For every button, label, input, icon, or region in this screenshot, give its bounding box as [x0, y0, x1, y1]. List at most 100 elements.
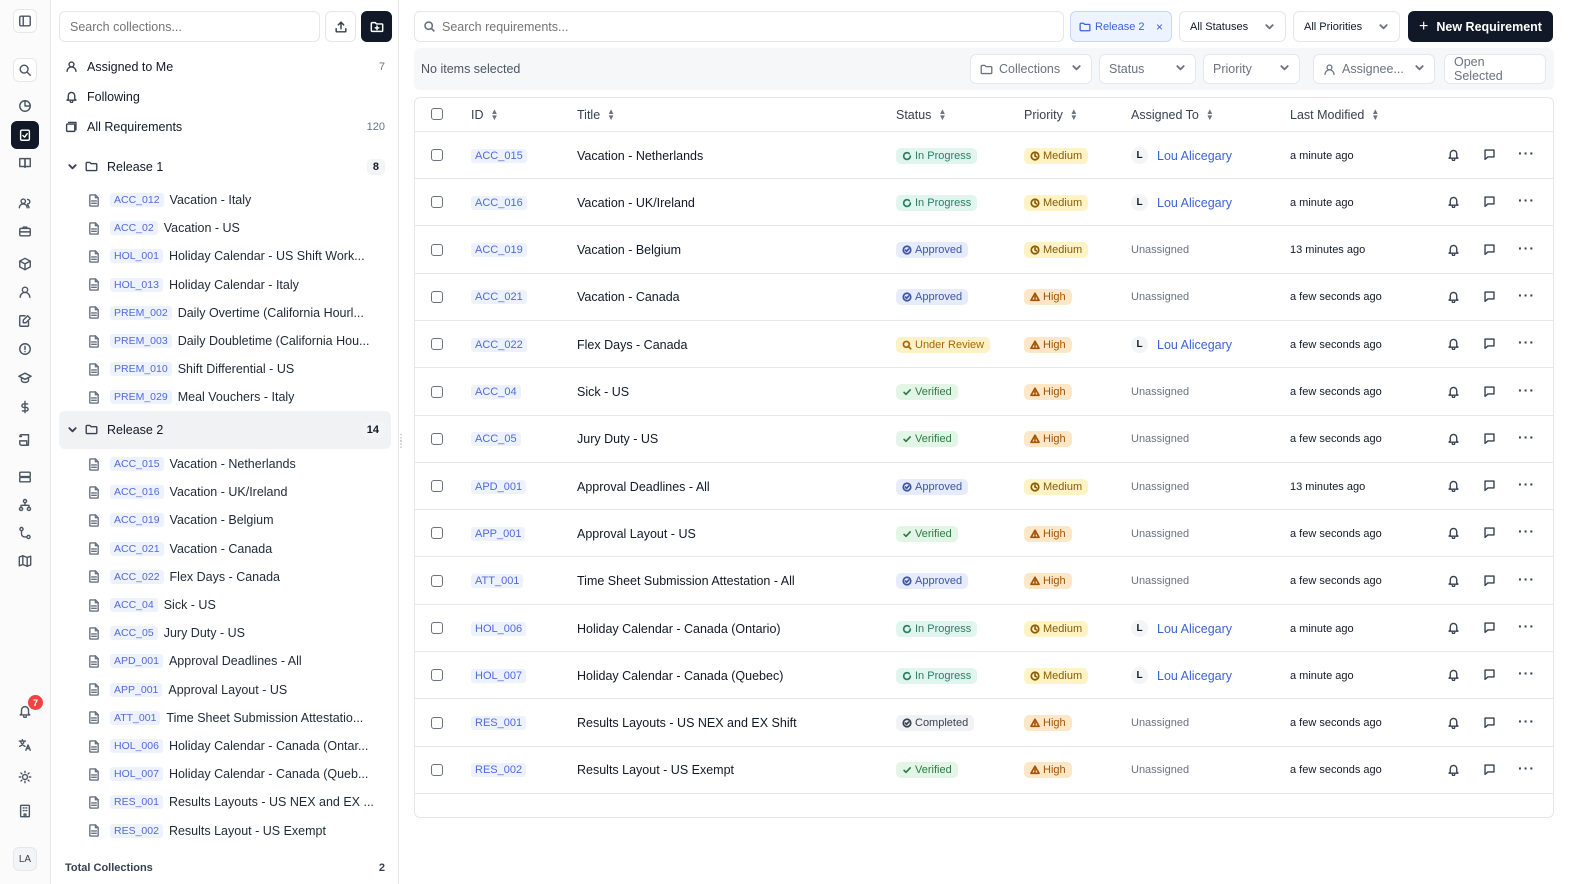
follow-bell-icon[interactable]	[1447, 195, 1461, 209]
comment-icon[interactable]	[1483, 479, 1497, 493]
assignee[interactable]: L Lou Alicegary	[1131, 194, 1232, 212]
sidebar-requirement-item[interactable]: PREM_003 Daily Doubletime (California Hou…	[88, 329, 369, 353]
row-checkbox[interactable]	[431, 432, 443, 445]
requirement-title[interactable]: Approval Deadlines - All	[577, 479, 710, 494]
comment-icon[interactable]	[1483, 621, 1497, 635]
status-badge[interactable]: In Progress	[896, 620, 978, 637]
row-checkbox[interactable]	[431, 574, 443, 587]
sidebar-requirement-item[interactable]: PREM_029 Meal Vouchers - Italy	[88, 385, 294, 409]
status-badge[interactable]: Verified	[896, 431, 958, 448]
status-badge[interactable]: Verified	[896, 762, 958, 779]
status-badge[interactable]: Verified	[896, 525, 958, 542]
requirement-title[interactable]: Jury Duty - US	[577, 432, 659, 447]
comment-icon[interactable]	[1483, 290, 1497, 304]
more-options-icon[interactable]: ···	[1518, 286, 1535, 303]
follow-bell-icon[interactable]	[1447, 432, 1461, 446]
requirement-title[interactable]: Flex Days - Canada	[577, 337, 688, 352]
scroll-icon[interactable]	[13, 428, 37, 452]
requirement-id-link[interactable]: ACC_015	[471, 148, 527, 163]
follow-bell-icon[interactable]	[1447, 385, 1461, 399]
column-priority[interactable]: Priority ▲ ▼	[1024, 108, 1078, 123]
table-row[interactable]: APP_001 Approval Layout - US Verified High U…	[415, 510, 1553, 558]
column-status[interactable]: Status ▲ ▼	[896, 108, 946, 123]
comment-icon[interactable]	[1483, 337, 1497, 351]
status-badge[interactable]: In Progress	[896, 667, 978, 684]
table-row[interactable]: APD_001 Approval Deadlines - All Approved M…	[415, 463, 1553, 511]
requirement-id-link[interactable]: HOL_006	[471, 621, 527, 636]
requirement-title[interactable]: Vacation - Netherlands	[577, 148, 704, 163]
table-row[interactable]: ACC_016 Vacation - UK/Ireland In Progress M…	[415, 179, 1553, 227]
book-icon[interactable]	[13, 151, 37, 175]
priority-badge[interactable]: High	[1024, 573, 1072, 590]
sidebar-requirement-item[interactable]: PREM_010 Shift Differential - US	[88, 357, 294, 381]
nav-following[interactable]: Following	[59, 83, 391, 111]
hierarchy-icon[interactable]	[13, 493, 37, 517]
requirement-title[interactable]: Sick - US	[577, 385, 630, 399]
more-options-icon[interactable]: ···	[1518, 570, 1535, 587]
more-options-icon[interactable]: ···	[1518, 476, 1535, 493]
requirement-id-link[interactable]: ACC_021	[471, 290, 527, 305]
collection-release-1[interactable]: Release 1 8	[59, 153, 391, 181]
row-checkbox[interactable]	[431, 763, 443, 776]
more-options-icon[interactable]: ···	[1518, 523, 1535, 540]
notifications-icon[interactable]: 7	[13, 695, 43, 723]
table-row[interactable]: ACC_05 Jury Duty - US Verified High Unassign…	[415, 416, 1553, 463]
sidebar-requirement-item[interactable]: ATT_001 Time Sheet Submission Attestatio.…	[88, 706, 363, 730]
assignee[interactable]: L Lou Alicegary	[1131, 147, 1232, 164]
table-row[interactable]: HOL_007 Holiday Calendar - Canada (Quebec…	[415, 652, 1553, 700]
sidebar-requirement-item[interactable]: ACC_016 Vacation - UK/Ireland	[88, 480, 287, 504]
priority-badge[interactable]: High	[1024, 431, 1072, 448]
sun-icon[interactable]	[13, 765, 37, 789]
open-selected-button[interactable]: Open Selected	[1444, 54, 1546, 84]
more-options-icon[interactable]: ···	[1518, 334, 1535, 351]
follow-bell-icon[interactable]	[1447, 574, 1461, 588]
upload-button[interactable]	[325, 11, 356, 42]
new-collection-button[interactable]	[361, 11, 392, 42]
column-title[interactable]: Title ▲ ▼	[577, 108, 615, 123]
priority-badge[interactable]: Medium	[1024, 147, 1089, 164]
status-badge[interactable]: Approved	[896, 478, 969, 495]
row-checkbox[interactable]	[431, 480, 443, 493]
more-options-icon[interactable]: ···	[1518, 381, 1535, 398]
sidebar-requirement-item[interactable]: ACC_04 Sick - US	[88, 593, 216, 617]
requirement-id-link[interactable]: APD_001	[471, 479, 527, 494]
priority-badge[interactable]: High	[1024, 336, 1072, 353]
follow-bell-icon[interactable]	[1447, 148, 1461, 162]
requirements-search[interactable]	[414, 11, 1064, 42]
cube-icon[interactable]	[13, 252, 37, 276]
map-icon[interactable]	[13, 549, 37, 573]
priority-badge[interactable]: Medium	[1024, 478, 1089, 495]
row-checkbox[interactable]	[431, 716, 443, 729]
row-checkbox[interactable]	[431, 149, 443, 161]
follow-bell-icon[interactable]	[1447, 526, 1461, 540]
collections-search-input[interactable]	[59, 11, 320, 42]
close-icon[interactable]: ×	[1155, 19, 1163, 34]
table-row[interactable]: ACC_04 Sick - US Verified High Unassigned a f…	[415, 369, 1553, 416]
follow-bell-icon[interactable]	[1447, 716, 1461, 730]
row-checkbox[interactable]	[431, 385, 443, 398]
comment-icon[interactable]	[1483, 716, 1497, 730]
select-all-checkbox[interactable]	[431, 108, 443, 120]
sidebar-requirement-item[interactable]: ACC_022 Flex Days - Canada	[88, 565, 280, 589]
column-last-modified[interactable]: Last Modified ▲ ▼	[1290, 108, 1379, 123]
sidebar-requirement-item[interactable]: ACC_019 Vacation - Belgium	[88, 508, 274, 532]
comment-icon[interactable]	[1483, 243, 1497, 257]
bulk-collections-select[interactable]: Collections	[970, 54, 1092, 84]
more-options-icon[interactable]: ···	[1518, 665, 1535, 682]
sidebar-requirement-item[interactable]: HOL_013 Holiday Calendar - Italy	[88, 273, 299, 297]
user-avatar[interactable]: LA	[13, 847, 37, 871]
follow-bell-icon[interactable]	[1447, 337, 1461, 351]
more-options-icon[interactable]: ···	[1518, 759, 1535, 776]
sidebar-requirement-item[interactable]: ACC_015 Vacation - Netherlands	[88, 452, 296, 476]
more-options-icon[interactable]: ···	[1518, 239, 1535, 256]
row-checkbox[interactable]	[431, 196, 443, 209]
sidebar-requirement-item[interactable]: RES_001 Results Layouts - US NEX and EX .…	[88, 790, 374, 814]
route-icon[interactable]	[13, 521, 37, 545]
table-row[interactable]: ACC_022 Flex Days - Canada Under Review Hig…	[415, 321, 1553, 369]
status-badge[interactable]: In Progress	[896, 194, 978, 211]
requirement-title[interactable]: Vacation - UK/Ireland	[577, 195, 695, 210]
priority-badge[interactable]: Medium	[1024, 620, 1089, 637]
follow-bell-icon[interactable]	[1447, 763, 1461, 777]
sidebar-requirement-item[interactable]: HOL_001 Holiday Calendar - US Shift Work.…	[88, 244, 365, 268]
status-badge[interactable]: In Progress	[896, 147, 978, 164]
